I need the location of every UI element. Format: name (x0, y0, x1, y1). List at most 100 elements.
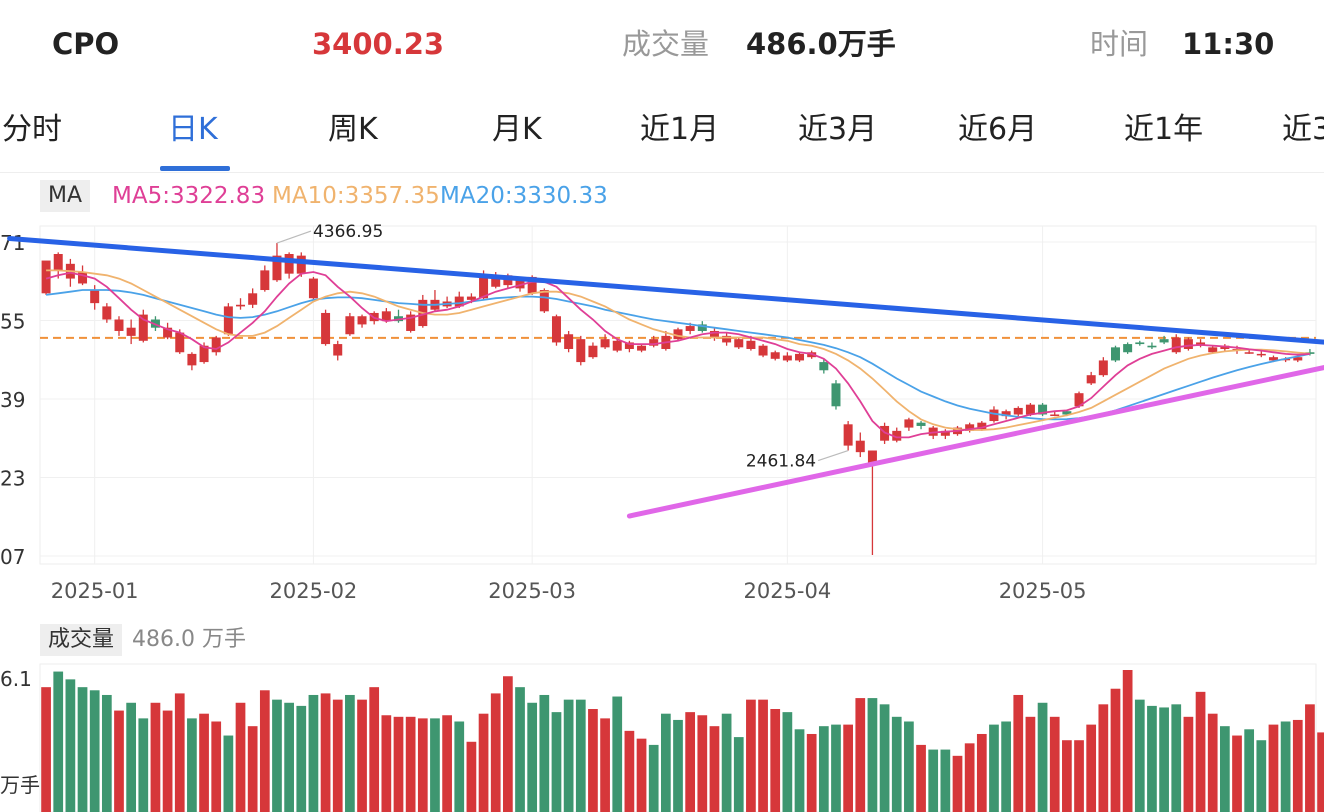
candle-body (1123, 344, 1133, 353)
y-tick-label: 39 (0, 388, 25, 412)
volume-bar (1013, 694, 1024, 812)
candle-body (940, 430, 950, 436)
candle (138, 309, 148, 343)
candle (284, 252, 294, 279)
volume-bar (1207, 713, 1218, 812)
tab-1-month[interactable]: 近1月 (640, 112, 720, 147)
candle-body (1244, 352, 1254, 354)
candle (612, 339, 622, 353)
candle-body (1001, 411, 1011, 417)
candle-body (1293, 357, 1303, 361)
candle (892, 427, 902, 443)
volume-bar (150, 702, 161, 812)
candle (1183, 337, 1193, 351)
volume-bar (490, 693, 501, 812)
candle (600, 334, 610, 349)
quote-header: CPO 3400.23 成交量 486.0万手 时间 11:30 (0, 0, 1324, 88)
volume-bar (89, 690, 100, 812)
active-tab-underline (160, 166, 230, 171)
candle (843, 421, 853, 451)
support-trendline (626, 364, 1324, 519)
volume-bar (308, 694, 319, 812)
volume-bar (199, 713, 209, 812)
candle (308, 276, 318, 300)
candle-body (1013, 407, 1023, 415)
candle-body (843, 424, 853, 446)
candle (758, 344, 768, 358)
volume-pill[interactable]: 成交量 (40, 624, 123, 656)
candle-body (892, 430, 902, 441)
tab-daily-k[interactable]: 日K (168, 112, 218, 147)
volume-bar (1049, 716, 1060, 812)
volume-bar (1280, 721, 1291, 812)
volume-bar (1256, 740, 1267, 812)
candle (41, 260, 51, 295)
candle-body (1110, 347, 1120, 361)
volume-bar (612, 696, 623, 812)
candle (1147, 342, 1157, 349)
period-tabs: 分时 日K 周K 月K 近1月 近3月 近6月 近1年 近3 (0, 100, 1324, 174)
candle (357, 314, 367, 328)
high-annotation: 4366.95 (313, 222, 383, 242)
candle (624, 340, 634, 353)
tab-1-year[interactable]: 近1年 (1124, 112, 1204, 147)
candle-body (527, 276, 537, 294)
candle-body (1159, 339, 1169, 343)
candle-body (867, 450, 877, 466)
candle-body (1268, 357, 1278, 361)
x-tick-label: 2025-03 (488, 579, 576, 603)
candle-body (454, 296, 464, 307)
volume-bar (284, 702, 294, 812)
volume-bar (1305, 704, 1315, 812)
volume-bar (806, 733, 817, 812)
tab-monthly-k[interactable]: 月K (492, 112, 542, 147)
candle-body (1025, 404, 1035, 415)
candle-body (53, 254, 63, 271)
volume-bar (320, 693, 331, 812)
candle-body (199, 345, 209, 363)
volume-bar (1244, 729, 1255, 812)
candle (1086, 371, 1096, 386)
tab-3-years[interactable]: 近3 (1282, 112, 1324, 147)
candle-body (904, 419, 914, 428)
tab-weekly-k[interactable]: 周K (328, 112, 378, 147)
tab-3-months[interactable]: 近3月 (798, 112, 878, 147)
volume-frame (39, 663, 1317, 812)
candle (223, 303, 233, 336)
candlestick-chart[interactable]: 71 55 39 23 07 2025-01 2025-02 2025-03 2025-04 20… (0, 214, 1324, 614)
volume-bar (1232, 735, 1242, 812)
ma-pill[interactable]: MA (40, 180, 91, 212)
candle-body (260, 270, 270, 291)
volume-bar (138, 718, 149, 812)
volume-bar (624, 730, 635, 812)
candle-body (965, 424, 975, 431)
candle-body (381, 311, 391, 322)
volume-bar (551, 712, 562, 812)
low-annotation: 2461.84 (746, 452, 816, 472)
candle-body (989, 409, 999, 422)
volume-bar (478, 713, 489, 812)
ma5-line (45, 271, 1310, 439)
x-tick-label: 2025-04 (743, 579, 831, 603)
volume-bar (1098, 704, 1109, 812)
candle-body (709, 330, 719, 338)
candle (1159, 335, 1169, 345)
volume-bar (247, 726, 258, 812)
volume-bar (1001, 721, 1011, 812)
volume-bar (211, 721, 222, 812)
candle-body (782, 355, 792, 361)
candle (187, 352, 197, 371)
candle (454, 291, 464, 309)
candle (1013, 406, 1023, 417)
volume-caption: 成交量 (622, 27, 710, 61)
volume-chart[interactable]: 6.1 万手 (0, 656, 1324, 812)
candle-body (1171, 337, 1181, 353)
tab-6-months[interactable]: 近6月 (958, 112, 1038, 147)
volume-bar (101, 694, 112, 812)
y-tick-label: 23 (0, 467, 25, 491)
tab-intraday[interactable]: 分时 (2, 112, 62, 147)
volume-bar (818, 726, 829, 812)
candle-body (746, 340, 756, 349)
candle-body (1038, 404, 1048, 415)
candle-body (138, 314, 148, 341)
